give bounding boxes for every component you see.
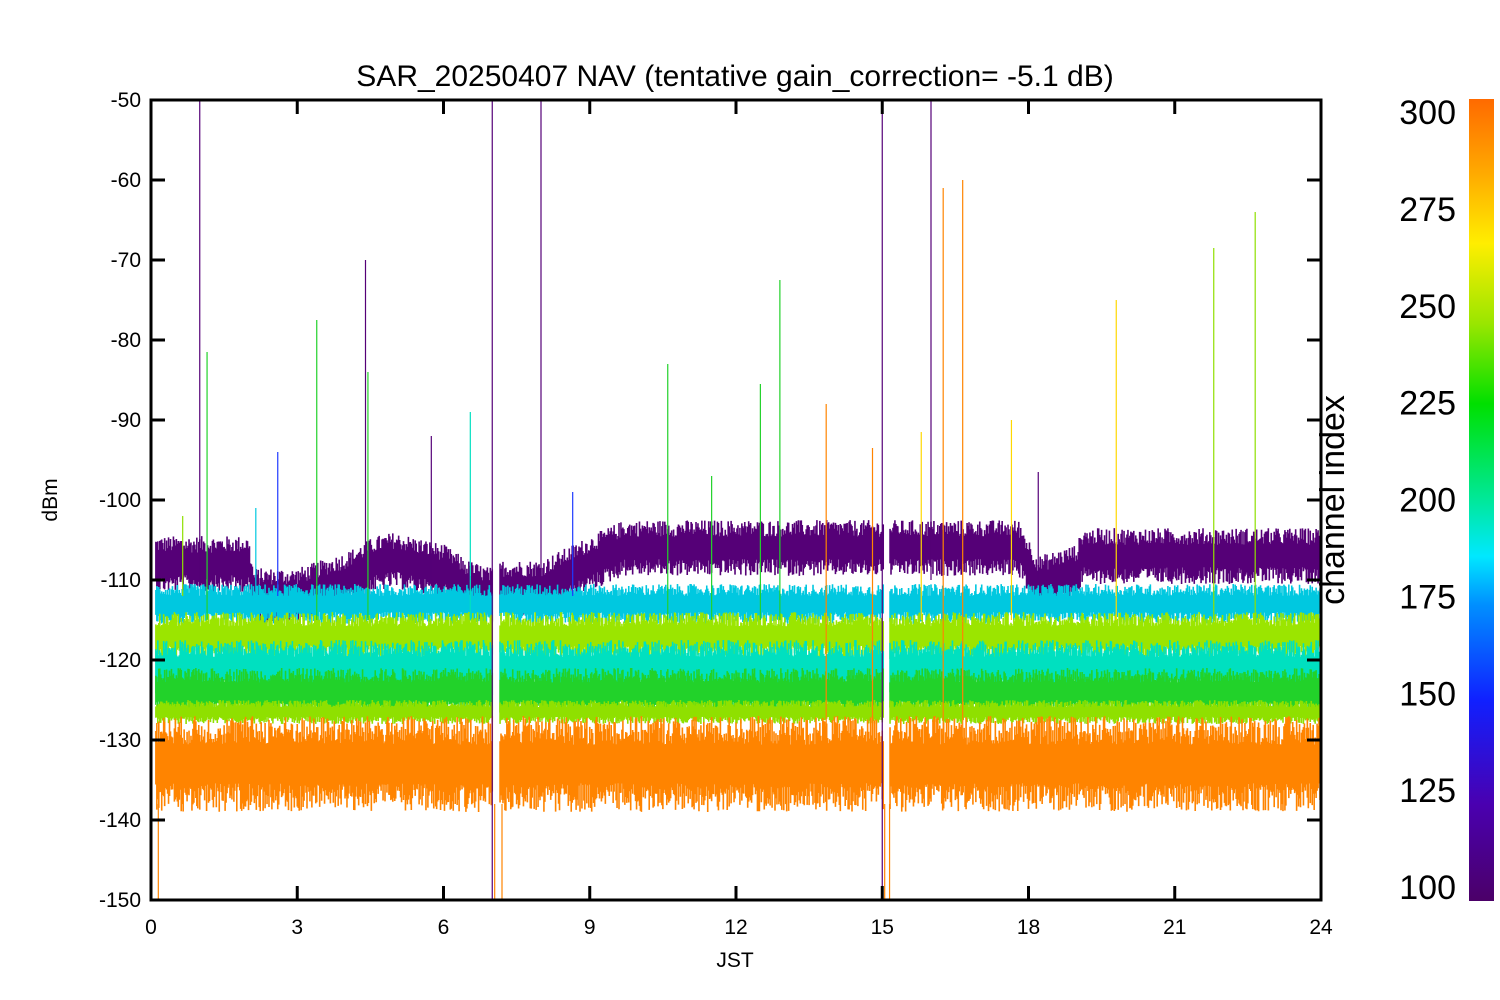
x-tick-label: 9 <box>584 916 596 939</box>
x-tick-label: 3 <box>291 916 303 939</box>
colorbar-tick-label: 200 <box>1399 482 1456 520</box>
colorbar <box>1469 99 1494 901</box>
colorbar-tick-label: 125 <box>1399 772 1456 810</box>
band-fill <box>155 520 1321 624</box>
chart-title: SAR_20250407 NAV (tentative gain_correct… <box>356 60 1113 93</box>
band-fill <box>155 612 1321 660</box>
y-tick-label: -140 <box>99 809 141 832</box>
band-fill <box>155 668 1321 716</box>
y-tick-label: -110 <box>101 569 141 592</box>
x-tick-label: 15 <box>871 916 894 939</box>
spike-series <box>157 100 1256 900</box>
axis-ticks: 0 3 6 9 12 15 18 21 24 -50 -60 -70 -80 -90 -100 -110 -12… <box>99 89 1333 939</box>
colorbar-label: channel index <box>1314 395 1352 605</box>
colorbar-tick-label: 175 <box>1399 578 1456 616</box>
x-tick-label: 0 <box>145 916 157 939</box>
colorbar-tick-label: 225 <box>1399 385 1456 423</box>
band-fill <box>155 700 1321 724</box>
plot-area <box>155 100 1321 900</box>
x-tick-label: 24 <box>1309 916 1333 939</box>
y-tick-label: -60 <box>111 169 141 192</box>
y-tick-label: -80 <box>111 329 141 352</box>
colorbar-tick-label: 100 <box>1399 869 1456 907</box>
band-series-6 <box>155 716 1321 812</box>
band-series-4 <box>155 668 1321 716</box>
colorbar-tick-label: 150 <box>1399 675 1456 713</box>
y-tick-label: -130 <box>99 729 141 752</box>
y-tick-label: -100 <box>99 489 141 512</box>
y-tick-label: -90 <box>111 409 141 432</box>
x-tick-label: 21 <box>1163 916 1186 939</box>
x-axis-label: JST <box>716 949 754 972</box>
colorbar-ticks: 300 275 250 225 200 175 150 125 100 <box>1399 94 1456 907</box>
x-tick-label: 12 <box>724 916 747 939</box>
colorbar-tick-label: 250 <box>1399 288 1456 326</box>
band-series-2 <box>155 612 1321 660</box>
band-series-1 <box>155 584 1321 624</box>
band-fill <box>155 584 1321 624</box>
colorbar-tick-label: 275 <box>1399 191 1456 229</box>
y-axis-label: dBm <box>39 478 62 521</box>
x-tick-label: 6 <box>438 916 450 939</box>
colorbar-tick-label: 300 <box>1399 94 1456 132</box>
y-tick-label: -50 <box>111 89 141 112</box>
y-tick-label: -150 <box>99 889 141 912</box>
band-series-0 <box>155 520 1321 624</box>
band-fill <box>155 716 1321 812</box>
band-series-5 <box>155 700 1321 724</box>
y-tick-label: -70 <box>111 249 141 272</box>
y-tick-label: -120 <box>99 649 141 672</box>
x-tick-label: 18 <box>1017 916 1040 939</box>
